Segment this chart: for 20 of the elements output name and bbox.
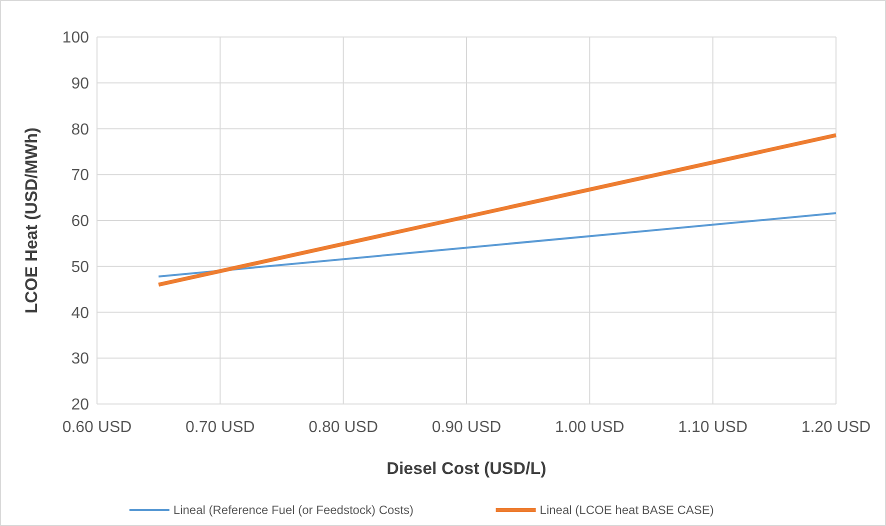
y-tick-label: 60 <box>71 213 90 230</box>
legend-label: Lineal (LCOE heat BASE CASE) <box>540 503 714 518</box>
y-tick-label: 80 <box>71 121 90 138</box>
x-tick-label: 1.10 USD <box>678 419 748 436</box>
x-tick-label: 1.00 USD <box>554 419 624 436</box>
y-tick-label: 50 <box>71 258 90 276</box>
x-axis-title: Diesel Cost (USD/L) <box>386 459 546 478</box>
legend-label: Lineal (Reference Fuel (or Feedstock) Costs) <box>173 503 414 518</box>
x-tick-label: 0.90 USD <box>432 419 502 436</box>
y-tick-label: 90 <box>71 75 90 92</box>
x-tick-label: 1.20 USD <box>801 419 871 436</box>
y-tick-label: 70 <box>71 167 90 184</box>
y-tick-label: 30 <box>71 350 90 368</box>
y-tick-label: 40 <box>71 304 90 322</box>
x-tick-label: 0.70 USD <box>185 419 255 436</box>
y-tick-label: 20 <box>71 396 90 414</box>
x-tick-label: 0.60 USD <box>62 419 132 436</box>
x-tick-label: 0.80 USD <box>308 419 378 436</box>
y-tick-label: 100 <box>62 30 90 47</box>
y-axis-title: LCOE Heat (USD/MWh) <box>22 127 41 314</box>
